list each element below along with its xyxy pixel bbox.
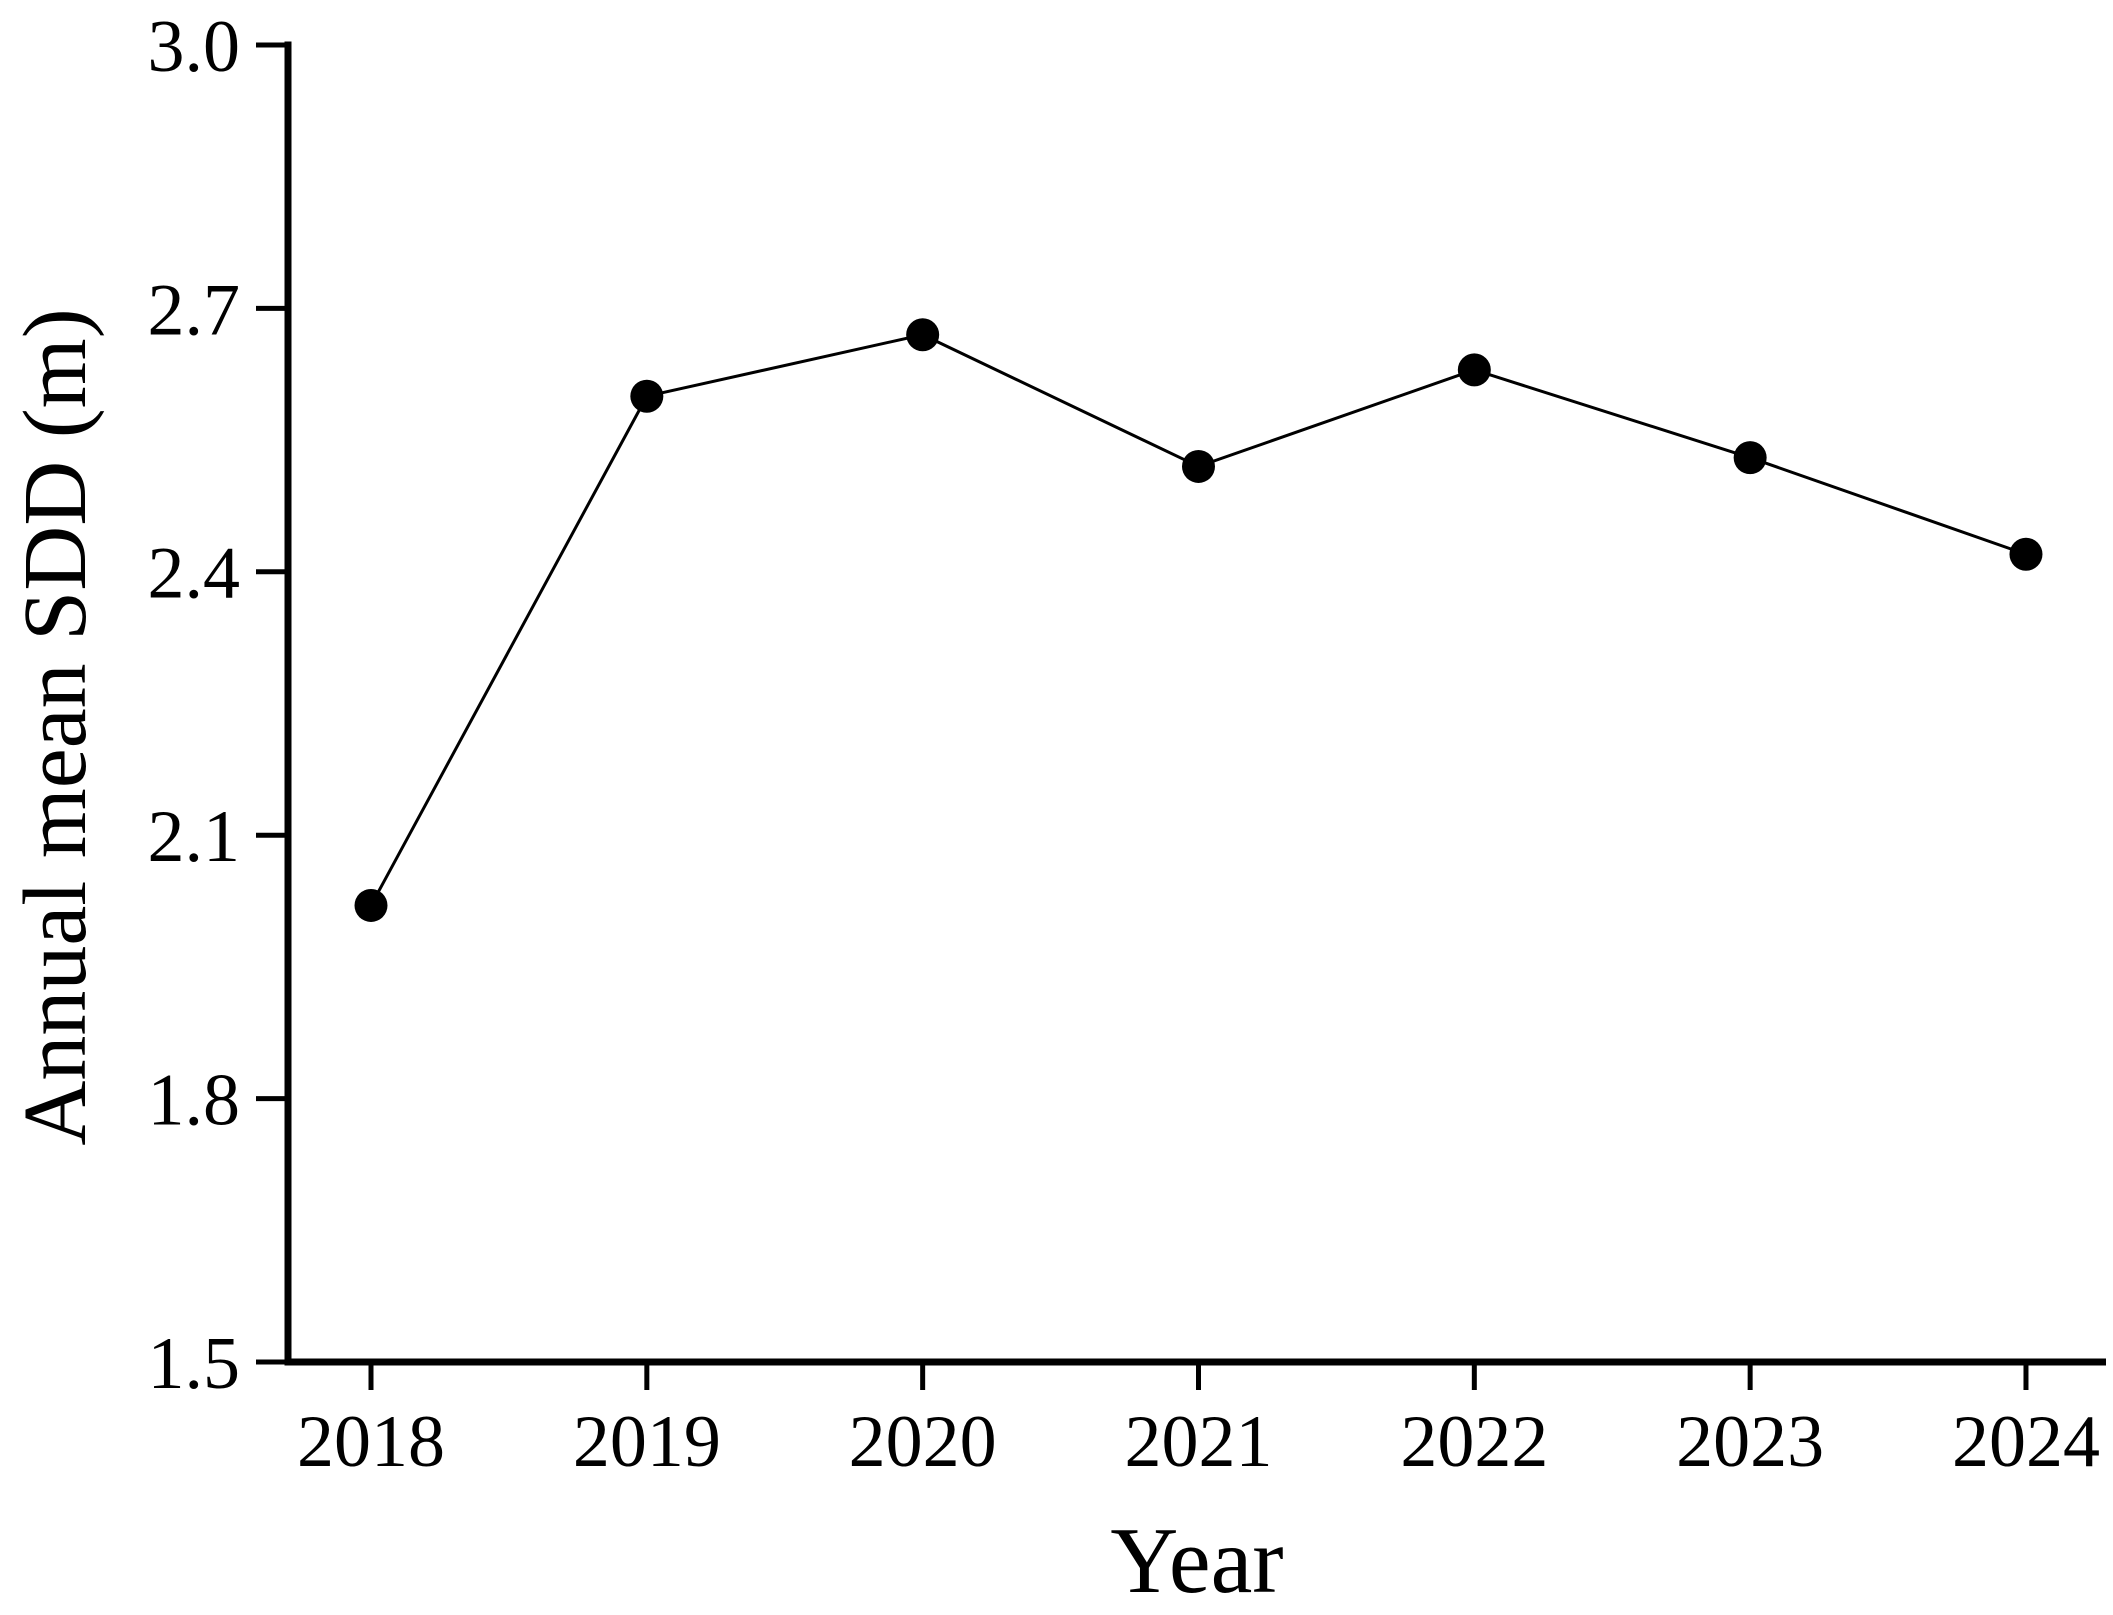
data-line xyxy=(369,333,2027,907)
axis-frame xyxy=(284,41,2106,1366)
data-point-2021 xyxy=(1181,449,1215,483)
data-point-2020 xyxy=(906,318,940,352)
x-tick-label: 2018 xyxy=(297,1401,445,1483)
y-tick-label: 2.7 xyxy=(148,269,241,351)
x-tick-label: 2024 xyxy=(1952,1401,2100,1483)
y-tick-label: 1.8 xyxy=(148,1060,241,1142)
data-series-layer xyxy=(354,318,2043,922)
data-point-2024 xyxy=(2009,537,2043,571)
data-point-2022 xyxy=(1457,353,1491,387)
x-tick-label: 2023 xyxy=(1676,1401,1824,1483)
data-point-2019 xyxy=(630,379,664,413)
x-axis-title: Year xyxy=(1110,1509,1283,1613)
x-tick-label: 2021 xyxy=(1124,1401,1272,1483)
y-tick-label: 2.4 xyxy=(148,533,241,615)
axes-layer xyxy=(284,41,2106,1366)
y-axis-title: Annual mean SDD (m) xyxy=(6,308,105,1145)
y-tick-label: 1.5 xyxy=(148,1323,241,1405)
x-tick-label: 2020 xyxy=(849,1401,997,1483)
data-point-2018 xyxy=(354,888,388,922)
x-tick-label: 2019 xyxy=(573,1401,721,1483)
x-tick-label: 2022 xyxy=(1400,1401,1548,1483)
y-tick-label: 3.0 xyxy=(148,6,241,88)
ticks-layer: 3.0 2.7 2.4 2.1 1.8 1.5 2018 2019 2020 2021 2022 20… xyxy=(148,6,2100,1483)
data-point-2023 xyxy=(1733,441,1767,475)
y-tick-label: 2.1 xyxy=(148,796,241,878)
